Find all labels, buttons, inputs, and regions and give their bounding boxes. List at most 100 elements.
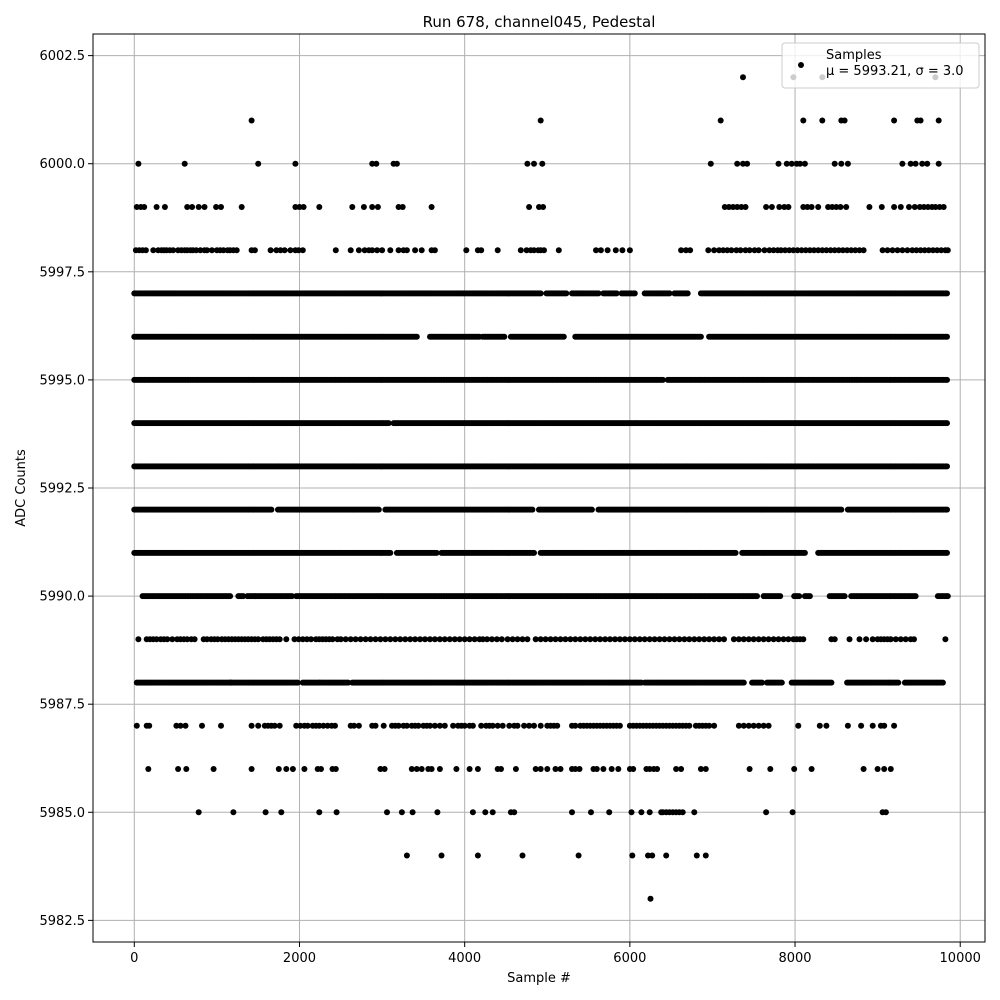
data-point <box>811 247 817 254</box>
y-tick-label: 5997.5 <box>40 265 86 280</box>
data-point <box>441 722 448 729</box>
data-point <box>701 636 708 643</box>
data-point <box>612 247 619 254</box>
data-point <box>238 204 245 210</box>
data-point <box>347 636 354 643</box>
data-point <box>150 247 157 254</box>
data-point <box>777 593 784 600</box>
data-point <box>349 204 356 210</box>
data-point <box>387 549 394 556</box>
data-point <box>613 290 620 297</box>
data-point <box>760 636 767 643</box>
data-point <box>351 722 357 729</box>
data-point <box>944 290 950 297</box>
data-point <box>702 852 709 859</box>
data-point <box>427 722 433 729</box>
data-point <box>267 247 274 254</box>
data-point <box>874 766 881 772</box>
data-point <box>909 247 916 254</box>
data-point <box>300 204 307 210</box>
data-point <box>863 636 870 643</box>
data-point <box>316 809 323 816</box>
data-point <box>531 722 537 729</box>
data-point <box>636 636 643 643</box>
data-point <box>894 247 901 254</box>
data-point <box>917 247 924 254</box>
data-point <box>825 204 832 210</box>
data-point <box>146 722 153 729</box>
data-point <box>676 636 683 643</box>
data-point <box>629 852 636 859</box>
data-point <box>569 809 575 816</box>
data-point <box>337 636 344 643</box>
data-point <box>745 722 752 729</box>
data-point <box>175 766 182 772</box>
data-point <box>153 636 160 643</box>
data-point <box>395 722 402 729</box>
legend: Samples μ = 5993.21, σ = 3.0 <box>781 42 980 89</box>
data-point <box>271 722 278 729</box>
data-point <box>887 636 894 643</box>
data-point <box>630 766 637 772</box>
data-point <box>734 160 741 167</box>
data-point <box>262 809 269 816</box>
data-point <box>656 636 663 643</box>
data-point <box>911 204 918 210</box>
data-point <box>380 722 387 729</box>
data-point <box>920 204 927 210</box>
data-point <box>808 204 815 210</box>
data-point <box>509 636 516 643</box>
data-point <box>427 636 433 643</box>
data-point <box>740 679 747 686</box>
data-point <box>783 160 790 167</box>
data-point <box>666 290 673 297</box>
x-tick-label: 6000 <box>613 951 646 966</box>
data-point <box>494 722 501 729</box>
data-point <box>255 636 262 643</box>
data-point <box>649 852 656 859</box>
data-point <box>220 247 227 254</box>
data-point <box>474 852 481 859</box>
data-point <box>381 766 388 772</box>
data-point <box>292 204 299 210</box>
data-point <box>469 722 476 729</box>
data-point <box>776 204 783 210</box>
data-point <box>940 204 947 210</box>
data-point <box>732 549 739 556</box>
data-point <box>942 636 949 643</box>
y-axis-label: ADC Counts <box>14 449 29 527</box>
data-point <box>882 809 889 816</box>
data-point <box>740 74 746 81</box>
data-point <box>897 204 904 210</box>
grid <box>93 34 985 942</box>
data-point <box>628 809 635 816</box>
data-point <box>706 636 713 643</box>
data-point <box>802 247 809 254</box>
data-point <box>860 247 867 254</box>
data-point <box>843 204 850 210</box>
data-point <box>919 160 926 167</box>
data-point <box>318 766 324 772</box>
data-point <box>512 766 519 772</box>
data-point <box>804 204 811 210</box>
data-point <box>897 636 904 643</box>
data-point <box>673 766 680 772</box>
data-point <box>744 160 751 167</box>
data-point <box>384 809 390 816</box>
data-point <box>697 766 704 772</box>
data-point <box>691 636 698 643</box>
data-point <box>466 636 473 643</box>
data-point <box>797 160 803 167</box>
data-point <box>308 636 314 643</box>
data-point <box>827 247 834 254</box>
data-point <box>798 247 805 254</box>
data-point <box>304 722 311 729</box>
data-point <box>683 247 689 254</box>
data-point <box>735 722 742 729</box>
data-point <box>392 636 399 643</box>
data-point <box>531 549 537 556</box>
data-point <box>781 204 788 210</box>
data-point <box>193 247 200 254</box>
data-point <box>436 766 443 772</box>
data-point <box>646 766 653 772</box>
